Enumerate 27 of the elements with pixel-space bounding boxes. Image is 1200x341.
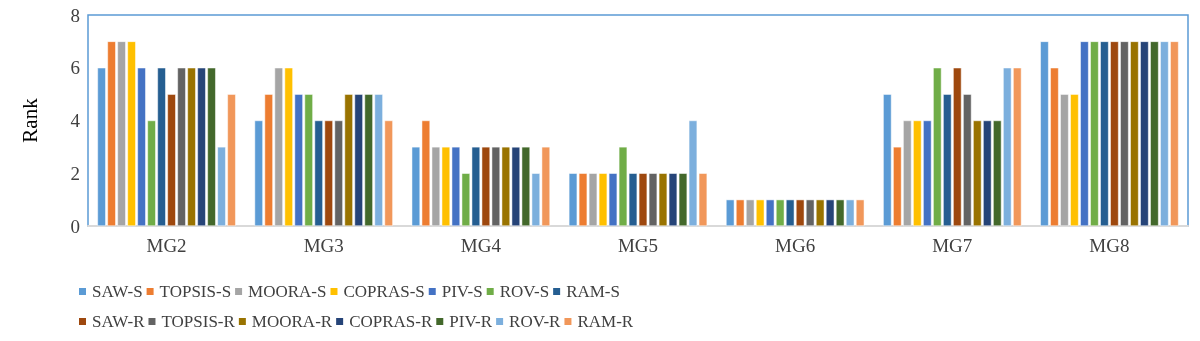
x-tick-label: MG4 (460, 235, 502, 256)
legend-label: SAW-R (92, 312, 146, 331)
legend-label: TOPSIS-S (159, 282, 232, 301)
x-tick-label: MG3 (303, 235, 344, 256)
legend-label: PIV-R (449, 312, 493, 331)
legend-label: RAM-R (577, 312, 634, 331)
x-tick-label: MG8 (1089, 235, 1130, 256)
legend-label: SAW-S (92, 282, 143, 301)
x-tick-label: MG5 (617, 235, 659, 256)
x-tick-label: MG2 (146, 235, 187, 256)
legend-label: ROV-R (509, 312, 562, 331)
legend-label: ROV-S (499, 282, 550, 301)
legend-label: COPRAS-S (343, 282, 425, 301)
y-tick-label: 2 (70, 162, 80, 184)
legend-label: RAM-S (566, 282, 620, 301)
legend-label: MOORA-R (251, 312, 333, 331)
y-tick-label: 8 (70, 4, 80, 26)
y-tick-label: 6 (70, 57, 80, 79)
legend-label: COPRAS-R (349, 312, 433, 331)
x-tick-label: MG6 (775, 235, 816, 256)
legend-label: PIV-S (441, 282, 483, 301)
y-tick-label: 0 (70, 215, 80, 237)
x-tick-label: MG7 (932, 235, 973, 256)
legend-label: TOPSIS-R (161, 312, 236, 331)
y-tick-label: 4 (70, 110, 81, 131)
y-axis-title: Rank (17, 97, 42, 143)
legend-label: MOORA-S (248, 282, 327, 301)
